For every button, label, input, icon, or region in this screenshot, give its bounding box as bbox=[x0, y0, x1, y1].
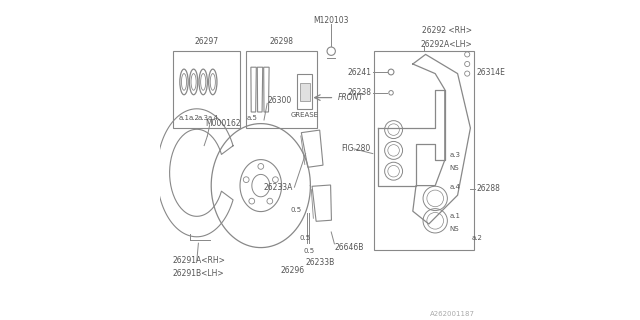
Text: 26233A: 26233A bbox=[264, 183, 292, 192]
Text: a.1: a.1 bbox=[450, 213, 461, 219]
Text: 26291A<RH>: 26291A<RH> bbox=[173, 256, 226, 265]
Text: 26314E: 26314E bbox=[477, 68, 506, 76]
Text: 26297: 26297 bbox=[195, 37, 218, 46]
Bar bbox=[246, 51, 317, 128]
Text: a.5: a.5 bbox=[247, 116, 257, 121]
Text: a.4: a.4 bbox=[207, 116, 218, 121]
Text: GREASE: GREASE bbox=[291, 112, 319, 118]
Text: a.1: a.1 bbox=[179, 116, 189, 121]
Text: 26233B: 26233B bbox=[306, 258, 335, 267]
Text: FRONT: FRONT bbox=[338, 93, 364, 102]
Text: 26646B: 26646B bbox=[334, 244, 364, 252]
Text: M120103: M120103 bbox=[314, 16, 349, 25]
Text: a.3: a.3 bbox=[198, 116, 209, 121]
Text: 26291B<LH>: 26291B<LH> bbox=[173, 269, 225, 278]
Text: A262001187: A262001187 bbox=[430, 311, 475, 316]
Text: 0.5: 0.5 bbox=[300, 236, 310, 241]
Bar bbox=[300, 83, 310, 101]
Text: a.3: a.3 bbox=[450, 152, 461, 158]
Text: 26288: 26288 bbox=[477, 184, 500, 193]
Text: 26241: 26241 bbox=[348, 68, 371, 76]
Text: 26300: 26300 bbox=[268, 96, 291, 105]
Text: 26296: 26296 bbox=[281, 266, 305, 275]
Text: a.2: a.2 bbox=[188, 116, 199, 121]
Text: NS: NS bbox=[450, 226, 460, 232]
Text: a.2: a.2 bbox=[472, 236, 483, 241]
Bar bbox=[297, 74, 312, 109]
Text: 26292 <RH>: 26292 <RH> bbox=[422, 26, 472, 35]
Text: a.4: a.4 bbox=[450, 184, 460, 190]
Text: NS: NS bbox=[450, 165, 460, 171]
Text: M000162: M000162 bbox=[205, 119, 241, 128]
Text: 26238: 26238 bbox=[348, 88, 371, 97]
Text: 0.5: 0.5 bbox=[303, 248, 314, 254]
Text: 0.5: 0.5 bbox=[291, 207, 301, 212]
Text: 26292A<LH>: 26292A<LH> bbox=[420, 40, 472, 49]
Bar bbox=[173, 51, 240, 128]
Bar bbox=[374, 51, 474, 250]
Text: 26298: 26298 bbox=[269, 37, 294, 46]
Text: FIG.280: FIG.280 bbox=[340, 144, 370, 153]
